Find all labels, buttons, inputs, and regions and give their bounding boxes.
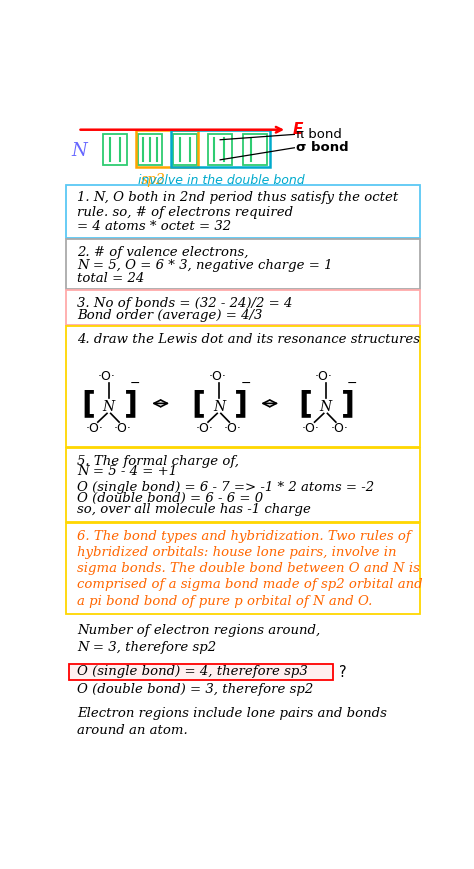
Text: σ bond: σ bond (296, 142, 349, 155)
Text: −: − (130, 377, 141, 390)
Text: [: [ (298, 389, 312, 418)
Text: a pi bond bond of pure p orbital of N and O.: a pi bond bond of pure p orbital of N an… (77, 594, 372, 607)
Text: O (double bond) = 6 - 6 = 0: O (double bond) = 6 - 6 = 0 (77, 492, 263, 505)
Text: Electron regions include lone pairs and bonds: Electron regions include lone pairs and … (77, 707, 387, 720)
Text: E: E (292, 123, 303, 137)
Text: rule. so, # of electrons required: rule. so, # of electrons required (77, 206, 293, 219)
Text: ·O·: ·O· (330, 422, 348, 435)
Bar (138, 135, 162, 164)
Bar (66, 523, 420, 614)
Text: N: N (319, 400, 332, 414)
Text: ]: ] (234, 389, 248, 418)
Text: N = 5, O = 6 * 3, negative charge = 1: N = 5, O = 6 * 3, negative charge = 1 (77, 259, 332, 272)
Bar (66, 290, 420, 325)
Bar (66, 327, 420, 447)
Text: N = 5 - 4 = +1: N = 5 - 4 = +1 (77, 466, 177, 479)
Text: O (double bond) = 3, therefore sp2: O (double bond) = 3, therefore sp2 (77, 683, 313, 696)
Text: π bond: π bond (296, 128, 342, 141)
Bar (208, 135, 232, 164)
Text: ·O·: ·O· (224, 422, 242, 435)
Bar (103, 135, 127, 164)
Text: ·O·: ·O· (302, 422, 320, 435)
Text: ]: ] (341, 389, 355, 418)
Text: sp2: sp2 (140, 173, 165, 187)
Text: −: − (347, 377, 357, 390)
Text: = 4 atoms * octet = 32: = 4 atoms * octet = 32 (77, 220, 231, 233)
Text: sigma bonds. The double bond between O and N is: sigma bonds. The double bond between O a… (77, 562, 420, 575)
Text: ]: ] (124, 389, 138, 418)
Text: Bond order (average) = 4/3: Bond order (average) = 4/3 (77, 309, 262, 322)
Text: around an atom.: around an atom. (77, 725, 188, 738)
Text: ·O·: ·O· (208, 370, 226, 383)
Bar (137, 129, 198, 167)
Text: N: N (213, 400, 225, 414)
Text: O (single bond) = 6 - 7 => -1 * 2 atoms = -2: O (single bond) = 6 - 7 => -1 * 2 atoms … (77, 481, 374, 494)
Text: Number of electron regions around,: Number of electron regions around, (77, 624, 320, 636)
Text: comprised of a sigma bond made of sp2 orbital and: comprised of a sigma bond made of sp2 or… (77, 579, 422, 592)
Text: total = 24: total = 24 (77, 273, 144, 285)
Bar (66, 615, 420, 766)
Text: ·O·: ·O· (195, 422, 213, 435)
Text: −: − (240, 377, 251, 390)
Text: ?: ? (339, 666, 346, 680)
Text: [: [ (82, 389, 96, 418)
Text: 5. The formal charge of,: 5. The formal charge of, (77, 454, 239, 468)
Text: 3. No of bonds = (32 - 24)/2 = 4: 3. No of bonds = (32 - 24)/2 = 4 (77, 297, 292, 310)
Text: N: N (72, 143, 87, 160)
Text: N = 3, therefore sp2: N = 3, therefore sp2 (77, 641, 216, 653)
Text: hybridized orbitals: house lone pairs, involve in: hybridized orbitals: house lone pairs, i… (77, 546, 396, 559)
Text: O (single bond) = 4, therefore sp3: O (single bond) = 4, therefore sp3 (77, 666, 308, 679)
Text: ·O·: ·O· (98, 370, 116, 383)
Text: N: N (103, 400, 115, 414)
Text: 2. # of valence electrons,: 2. # of valence electrons, (77, 246, 248, 259)
Text: ·O·: ·O· (114, 422, 132, 435)
Bar (66, 448, 420, 521)
Bar (173, 135, 197, 164)
Text: ·O·: ·O· (315, 370, 333, 383)
Bar (171, 129, 270, 167)
Text: ·O·: ·O· (85, 422, 103, 435)
Text: [: [ (192, 389, 206, 418)
Text: 4. draw the Lewis dot and its resonance structures: 4. draw the Lewis dot and its resonance … (77, 333, 420, 346)
Text: so, over all molecule has -1 charge: so, over all molecule has -1 charge (77, 502, 311, 515)
Text: 6. The bond types and hybridization. Two rules of: 6. The bond types and hybridization. Two… (77, 530, 410, 543)
Text: 1. N, O both in 2nd period thus satisfy the octet: 1. N, O both in 2nd period thus satisfy … (77, 191, 398, 204)
Bar (243, 135, 267, 164)
Bar (66, 184, 420, 238)
Bar (69, 664, 333, 680)
Bar (66, 240, 420, 289)
Text: involve in the double bond: involve in the double bond (137, 174, 304, 187)
